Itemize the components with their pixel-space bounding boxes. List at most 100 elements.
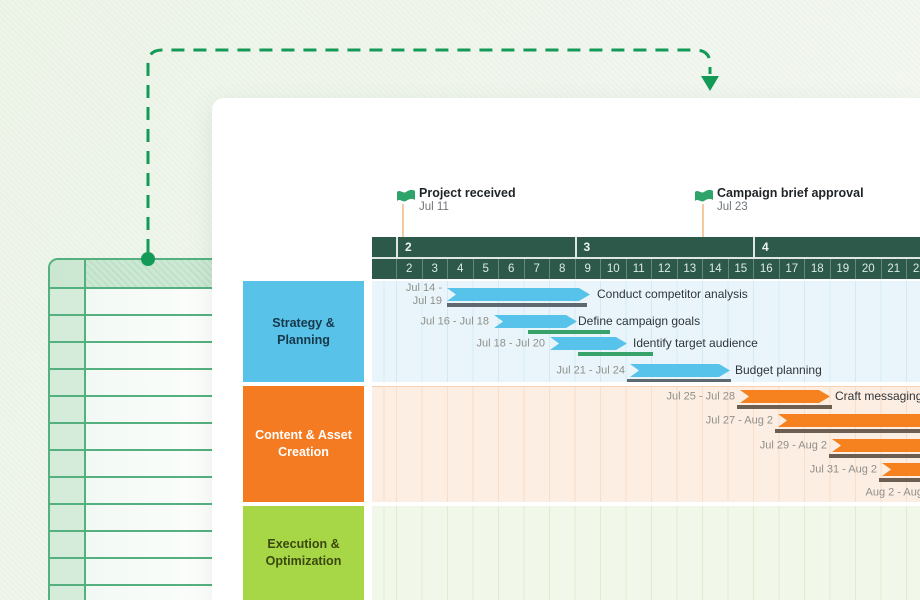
day-cell: 8 — [549, 259, 575, 279]
task-row: Jul 14 - Jul 19 Conduct competitor analy… — [372, 282, 920, 308]
task-label: Define campaign goals — [578, 314, 701, 328]
day-row: 2 3 4 5 6 7 8 9 10 11 — [372, 259, 920, 279]
sheet-row — [50, 449, 214, 476]
week-cell: 2 — [396, 237, 575, 257]
sheet-row — [50, 422, 214, 449]
task-date-label: Jul 29 - Aug 2 — [759, 439, 827, 451]
task-label: Craft messaging — [835, 389, 920, 403]
task-date-label: Jul 31 - Aug 2 — [809, 463, 877, 475]
sheet-cell — [86, 316, 214, 341]
task-bar — [630, 364, 730, 377]
task-row: Jul 29 - Aug 2 — [372, 439, 920, 459]
task-bar — [778, 414, 920, 427]
task-bar — [882, 463, 920, 476]
task-row: Jul 16 - Jul 18 Define campaign goals — [372, 315, 920, 335]
task-label: Conduct competitor analysis — [597, 287, 748, 301]
day-cell: 13 — [676, 259, 703, 279]
day-cell: 20 — [855, 259, 881, 279]
sheet-row — [50, 530, 214, 557]
sheet-cell — [86, 505, 214, 530]
sheet-header-cell — [86, 260, 214, 287]
sheet-row-header-cell — [50, 451, 86, 476]
week-cell: 4 — [753, 237, 920, 257]
task-progress-underline — [775, 429, 920, 433]
day-cell: 3 — [421, 259, 448, 279]
task-date-label: Jul 27 - Aug 2 — [705, 414, 773, 426]
timeline-header: 2 3 4 2 3 4 5 6 7 8 — [372, 237, 920, 279]
sheet-row-header-cell — [50, 289, 86, 314]
task-date-label: Jul 25 - Jul 28 — [666, 390, 735, 402]
section-execution-optimization: Execution & Optimization — [243, 506, 920, 600]
sheet-cell — [86, 397, 214, 422]
sheet-row-header-cell — [50, 586, 86, 600]
day-cell: 21 — [880, 259, 907, 279]
day-cell: 19 — [829, 259, 856, 279]
sheet-header-row — [50, 260, 214, 287]
day-cell: 11 — [625, 259, 652, 279]
task-progress-underline — [627, 379, 731, 382]
task-row: Jul 21 - Jul 24 Budget planning — [372, 364, 920, 382]
flag-icon — [397, 189, 415, 202]
section-label: Content & Asset Creation — [243, 386, 364, 502]
day-cell: 10 — [600, 259, 626, 279]
sheet-row — [50, 287, 214, 314]
day-cell: 14 — [702, 259, 728, 279]
sheet-cell — [86, 586, 214, 600]
day-cell: 17 — [778, 259, 805, 279]
week-cell: 3 — [574, 237, 754, 257]
milestone-date: Jul 11 — [419, 201, 449, 213]
task-date-label: Aug 2 - Aug — [865, 486, 920, 498]
sheet-cell — [86, 343, 214, 368]
day-cell: 15 — [727, 259, 754, 279]
day-cell: 2 — [396, 259, 422, 279]
task-bar — [832, 439, 920, 452]
sheet-cell — [86, 478, 214, 503]
sheet-row — [50, 503, 214, 530]
task-progress-underline — [879, 478, 920, 482]
sheet-row — [50, 314, 214, 341]
milestone-project-received: Project received Jul 11 — [396, 186, 516, 214]
task-row: Jul 27 - Aug 2 — [372, 414, 920, 434]
day-cell: 5 — [472, 259, 499, 279]
task-progress-underline — [447, 303, 587, 307]
sheet-row — [50, 395, 214, 422]
sheet-row-header-cell — [50, 343, 86, 368]
sheet-cell — [86, 370, 214, 395]
task-progress-underline — [528, 330, 610, 334]
task-bar — [494, 315, 577, 328]
section-track: Jul 14 - Jul 19 Conduct competitor analy… — [372, 281, 920, 382]
sheet-row — [50, 476, 214, 503]
milestone-date: Jul 23 — [717, 201, 748, 213]
sheet-row-header-cell — [50, 370, 86, 395]
day-cell: 4 — [447, 259, 473, 279]
sheet-cell — [86, 532, 214, 557]
sheet-row-header-cell — [50, 559, 86, 584]
day-cell: 12 — [651, 259, 677, 279]
sheet-row — [50, 584, 214, 600]
task-row: Jul 31 - Aug 2 — [372, 463, 920, 483]
sheet-header-corner-cell — [50, 260, 86, 287]
task-row: Jul 18 - Jul 20 Identify target audience — [372, 337, 920, 357]
sheet-cell — [86, 289, 214, 314]
task-date-label: Jul 14 - Jul 19 — [405, 281, 442, 307]
spreadsheet-graphic — [48, 258, 216, 600]
sheet-cell — [86, 451, 214, 476]
task-row: Jul 25 - Jul 28 Craft messaging — [372, 390, 920, 410]
sheet-cell — [86, 424, 214, 449]
section-track: Jul 25 - Jul 28 Craft messaging Jul 27 -… — [372, 386, 920, 502]
day-cell: 18 — [804, 259, 830, 279]
section-strategy-planning: Strategy & Planning Jul 14 - Jul 19 Cond… — [243, 281, 920, 382]
section-track — [372, 506, 920, 600]
task-bar — [740, 390, 830, 403]
gantt-body: Strategy & Planning Jul 14 - Jul 19 Cond… — [243, 281, 920, 600]
section-label: Execution & Optimization — [243, 506, 364, 600]
task-date-label: Jul 18 - Jul 20 — [476, 337, 545, 349]
task-row: Aug 2 - Aug — [372, 486, 920, 502]
gantt-card: Project received Jul 11 Campaign brief a… — [212, 98, 920, 600]
section-label: Strategy & Planning — [243, 281, 364, 382]
sheet-cell — [86, 559, 214, 584]
section-content-asset-creation: Content & Asset Creation Jul 25 - Jul 28… — [243, 386, 920, 502]
task-label: Budget planning — [735, 363, 822, 377]
task-progress-underline — [578, 352, 653, 356]
